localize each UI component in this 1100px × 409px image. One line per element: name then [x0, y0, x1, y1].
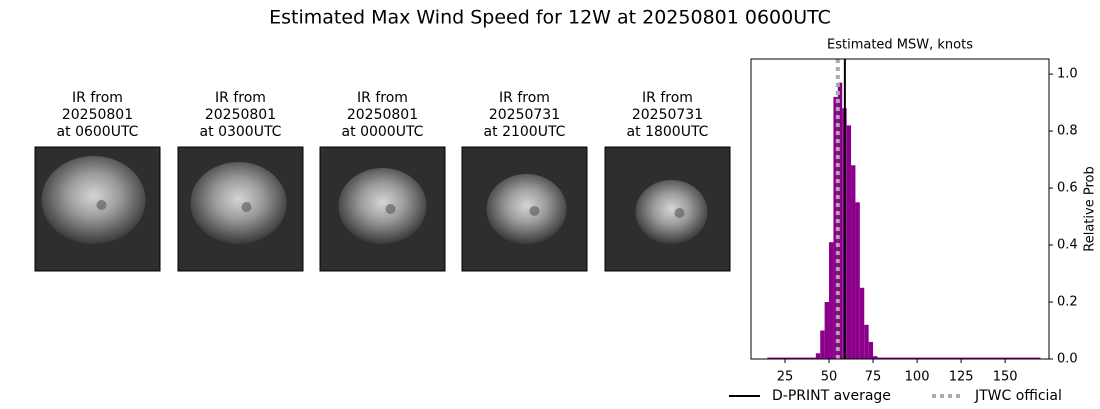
cloud-swirl — [486, 174, 567, 244]
panel-caption: IR from — [72, 90, 123, 106]
panel-caption: at 1800UTC — [627, 124, 709, 140]
storm-eye — [96, 200, 107, 210]
x-tick-label: 50 — [821, 370, 838, 385]
cloud-swirl — [190, 162, 287, 244]
y-tick-label: 0.0 — [1057, 352, 1078, 367]
panel-caption: IR from — [357, 90, 408, 106]
panel-caption: at 2100UTC — [484, 124, 566, 140]
x-tick-label: 125 — [949, 370, 974, 385]
plot-frame — [750, 58, 1050, 360]
bar — [868, 341, 874, 359]
bar — [846, 125, 852, 359]
y-tick-label: 0.2 — [1057, 295, 1078, 310]
figure-title: Estimated Max Wind Speed for 12W at 2025… — [269, 7, 831, 29]
bar — [824, 302, 830, 359]
bar — [864, 324, 869, 359]
cloud-swirl — [635, 180, 708, 244]
y-tick-label: 0.8 — [1057, 124, 1078, 139]
y-tick-label: 0.6 — [1057, 181, 1078, 196]
bar — [877, 357, 1041, 359]
panel-caption: 20250731 — [632, 107, 703, 123]
storm-eye — [241, 202, 252, 212]
panel-caption: 20250731 — [489, 107, 560, 123]
panel-caption: IR from — [642, 90, 693, 106]
panel-caption: 20250801 — [62, 107, 133, 123]
cloud-swirl — [338, 168, 427, 244]
x-tick-label: 75 — [865, 370, 882, 385]
storm-eye — [529, 206, 540, 216]
x-tick-label: 150 — [993, 370, 1018, 385]
y-tick-label: 0.4 — [1057, 238, 1078, 253]
bar — [767, 357, 816, 359]
y-tick-label: 1.0 — [1057, 67, 1078, 82]
cloud-swirl — [41, 156, 146, 244]
storm-eye — [674, 208, 685, 218]
bar — [815, 353, 821, 359]
panel-caption: IR from — [215, 90, 266, 106]
bar — [851, 165, 856, 359]
y-axis-label: Relative Prob — [1083, 166, 1098, 251]
panel-caption: 20250801 — [347, 107, 418, 123]
bar — [829, 242, 834, 359]
panel-caption: 20250801 — [205, 107, 276, 123]
panel-caption: at 0600UTC — [57, 124, 139, 140]
bar — [859, 287, 865, 359]
legend-label: D-PRINT average — [772, 388, 891, 404]
x-tick-label: 25 — [777, 370, 794, 385]
storm-eye — [385, 204, 396, 214]
bar — [820, 330, 825, 359]
panel-caption: at 0000UTC — [342, 124, 424, 140]
bar — [837, 82, 843, 359]
bar — [873, 356, 878, 359]
legend-label: JTWC official — [974, 388, 1062, 404]
bar — [833, 96, 838, 360]
chart-title: Estimated MSW, knots — [827, 38, 973, 53]
panel-caption: at 0300UTC — [200, 124, 282, 140]
bar — [855, 202, 860, 359]
x-tick-label: 100 — [905, 370, 930, 385]
panel-caption: IR from — [499, 90, 550, 106]
